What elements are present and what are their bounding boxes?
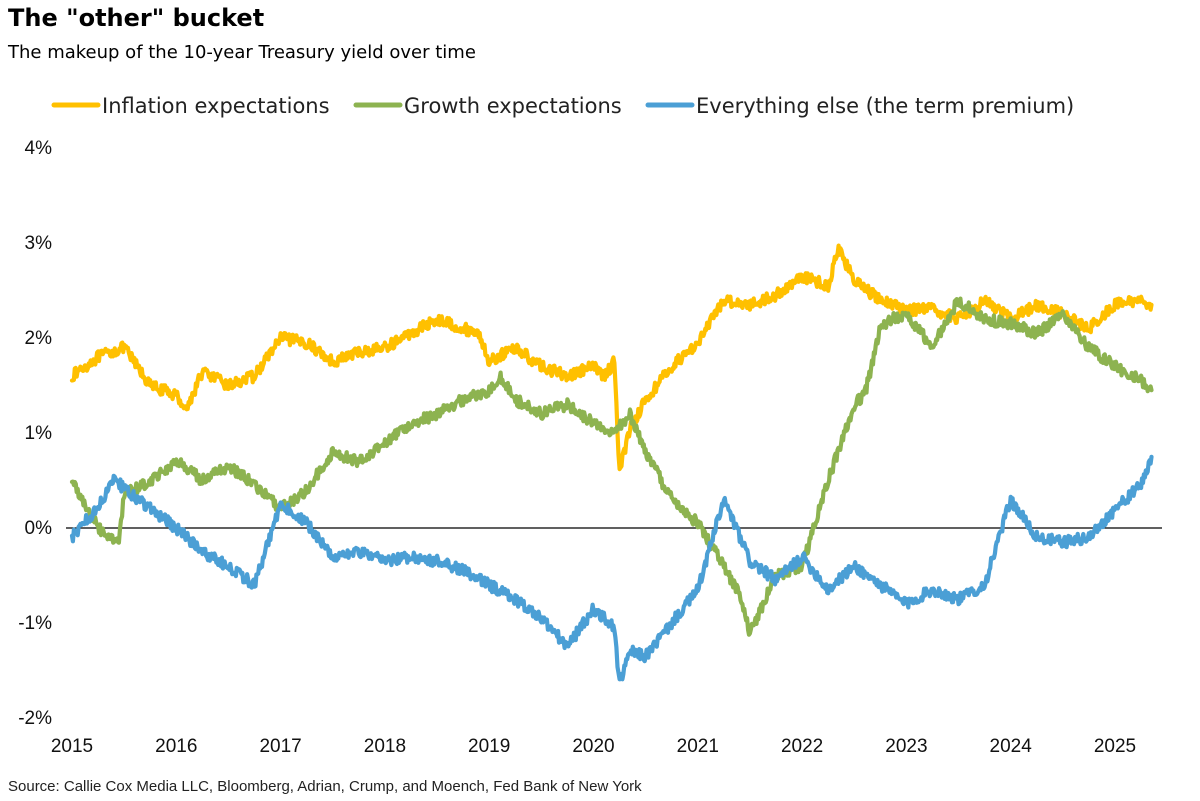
series-layer <box>69 243 1154 682</box>
x-tick-label: 2016 <box>155 736 197 757</box>
chart-subtitle: The makeup of the 10-year Treasury yield… <box>8 42 476 63</box>
series-line-2 <box>69 296 1154 637</box>
y-tick-label: 1% <box>25 423 53 444</box>
source-note: Source: Callie Cox Media LLC, Bloomberg,… <box>8 778 642 795</box>
x-tick-label: 2025 <box>1094 736 1136 757</box>
legend: Inflation expectations Growth expectation… <box>51 94 1074 118</box>
legend-label: Inflation expectations <box>102 94 330 118</box>
y-tick-label: 4% <box>25 138 53 159</box>
x-tick-label: 2023 <box>885 736 927 757</box>
legend-label: Growth expectations <box>404 94 622 118</box>
y-tick-label: -1% <box>18 613 52 634</box>
x-tick-label: 2024 <box>990 736 1033 757</box>
x-tick-label: 2021 <box>677 736 719 757</box>
x-tick-label: 2019 <box>468 736 510 757</box>
chart-title: The "other" bucket <box>8 4 265 32</box>
legend-label: Everything else (the term premium) <box>696 94 1074 118</box>
y-tick-label: 2% <box>25 328 53 349</box>
x-axis: 2015 2016 2017 2018 2019 2020 2021 2022 2023 2024… <box>51 736 1136 757</box>
series-line-1 <box>69 243 1154 472</box>
y-tick-label: -2% <box>18 708 52 729</box>
x-tick-label: 2017 <box>259 736 301 757</box>
y-tick-label: 3% <box>25 233 53 254</box>
series-line-3 <box>69 454 1154 682</box>
y-tick-label: 0% <box>25 518 53 539</box>
x-tick-label: 2020 <box>572 736 614 757</box>
y-axis: 4% 3% 2% 1% 0% -1% -2% <box>18 138 52 729</box>
x-tick-label: 2018 <box>364 736 406 757</box>
x-tick-label: 2015 <box>51 736 93 757</box>
x-tick-label: 2022 <box>781 736 823 757</box>
